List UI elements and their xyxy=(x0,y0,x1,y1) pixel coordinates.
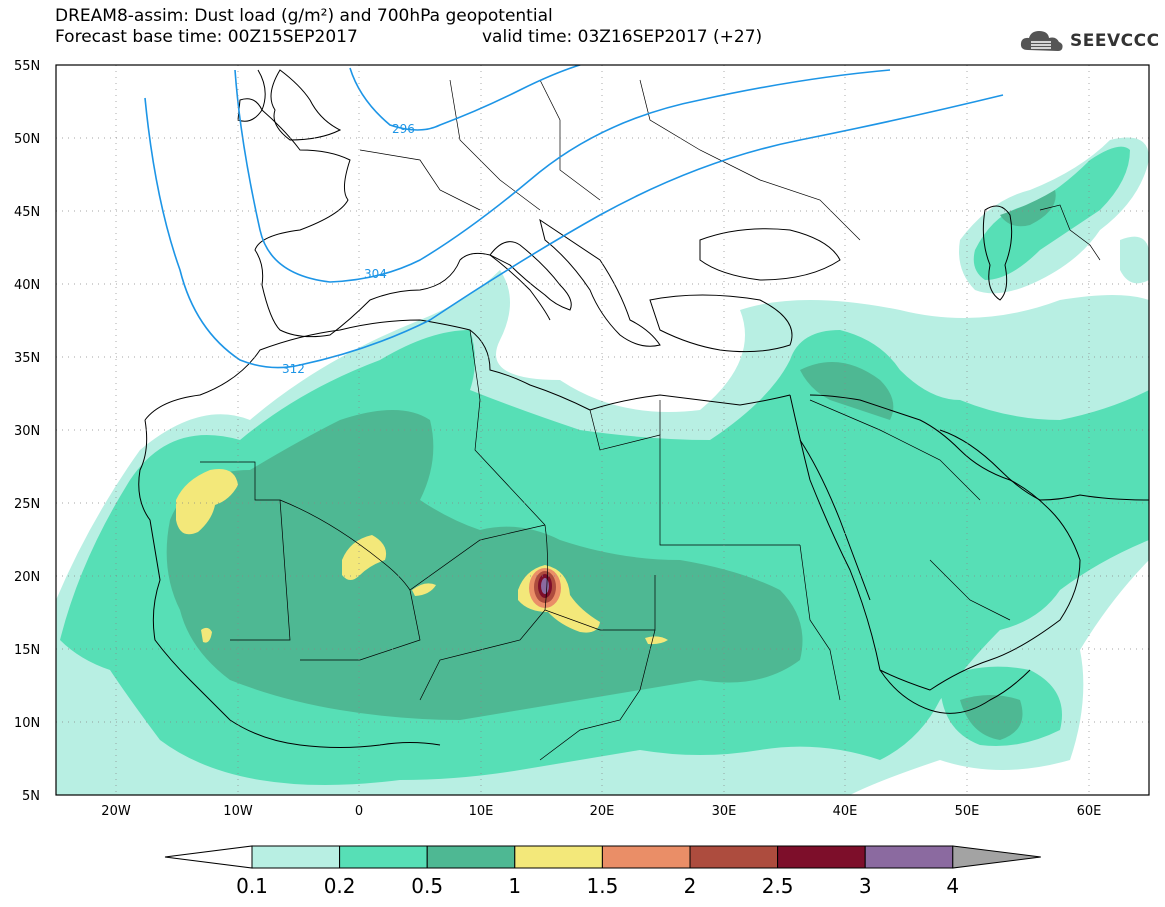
colorbar-label: 0.5 xyxy=(411,874,443,898)
geopotential-contours xyxy=(144,65,1004,369)
lon-label: 30E xyxy=(712,804,737,819)
colorbar-label: 3 xyxy=(859,874,872,898)
lon-label: 10W xyxy=(223,804,253,819)
lon-label: 40E xyxy=(833,804,858,819)
contour-label-312: 312 xyxy=(282,362,305,376)
lat-label: 45N xyxy=(14,205,40,220)
lat-lon-grid xyxy=(56,65,1149,795)
contour-304 xyxy=(234,69,891,283)
lon-label: 20W xyxy=(101,804,131,819)
colorbar-segment xyxy=(777,845,866,869)
lat-label: 50N xyxy=(14,132,40,147)
colorbar-max-arrow xyxy=(952,845,1041,869)
lat-label: 20N xyxy=(14,570,40,585)
colorbar-label: 0.2 xyxy=(324,874,356,898)
lat-label: 40N xyxy=(14,278,40,293)
seevccc-logo: SEEVCCC xyxy=(1018,27,1160,55)
country-borders xyxy=(200,79,1101,761)
colorbar-label: 4 xyxy=(946,874,959,898)
lon-label: 60E xyxy=(1077,804,1102,819)
colorbar-segment xyxy=(426,845,516,869)
cloud-icon xyxy=(1020,31,1063,51)
lon-label: 0 xyxy=(355,804,363,819)
colorbar-label: 2 xyxy=(684,874,697,898)
lat-label: 5N xyxy=(22,789,40,804)
colorbar-min-arrow xyxy=(164,845,253,869)
lat-label: 25N xyxy=(14,497,40,512)
colorbar: 0.1 0.2 0.5 1 1.5 2 2.5 3 4 xyxy=(164,845,1041,898)
map-plot-area xyxy=(56,65,1149,795)
colorbar-segment xyxy=(864,845,954,869)
colorbar-label: 2.5 xyxy=(762,874,794,898)
lon-label: 20E xyxy=(590,804,615,819)
lat-label: 55N xyxy=(14,59,40,74)
lat-label: 35N xyxy=(14,351,40,366)
contour-label-304: 304 xyxy=(364,267,387,281)
contour-296 xyxy=(349,65,583,131)
forecast-base-time: Forecast base time: 00Z15SEP2017 xyxy=(55,27,358,47)
map-frame xyxy=(55,64,1150,796)
valid-time: valid time: 03Z16SEP2017 (+27) xyxy=(482,27,763,47)
contour-312 xyxy=(144,94,1004,369)
colorbar-segment xyxy=(339,845,428,869)
coastlines xyxy=(138,69,1149,748)
lon-label: 10E xyxy=(469,804,494,819)
colorbar-segment xyxy=(689,845,779,869)
dust-level-05 xyxy=(166,190,1056,740)
lon-axis: 20W 10W 0 10E 20E 30E 40E 50E 60E xyxy=(101,804,1101,819)
map-title: DREAM8-assim: Dust load (g/m²) and 700hP… xyxy=(55,6,553,26)
lon-label: 50E xyxy=(955,804,980,819)
colorbar-segment xyxy=(601,845,691,869)
lat-axis: 55N 50N 45N 40N 35N 30N 25N 20N 15N 10N … xyxy=(14,59,40,804)
colorbar-label: 1 xyxy=(508,874,521,898)
dust-hotspot xyxy=(529,568,561,608)
colorbar-label: 1.5 xyxy=(586,874,618,898)
colorbar-segment xyxy=(251,845,341,869)
colorbar-segment xyxy=(514,845,603,869)
logo-text: SEEVCCC xyxy=(1070,31,1160,51)
lat-label: 10N xyxy=(14,716,40,731)
colorbar-label: 0.1 xyxy=(236,874,268,898)
lat-label: 30N xyxy=(14,424,40,439)
lat-label: 15N xyxy=(14,643,40,658)
contour-label-296: 296 xyxy=(392,122,415,136)
